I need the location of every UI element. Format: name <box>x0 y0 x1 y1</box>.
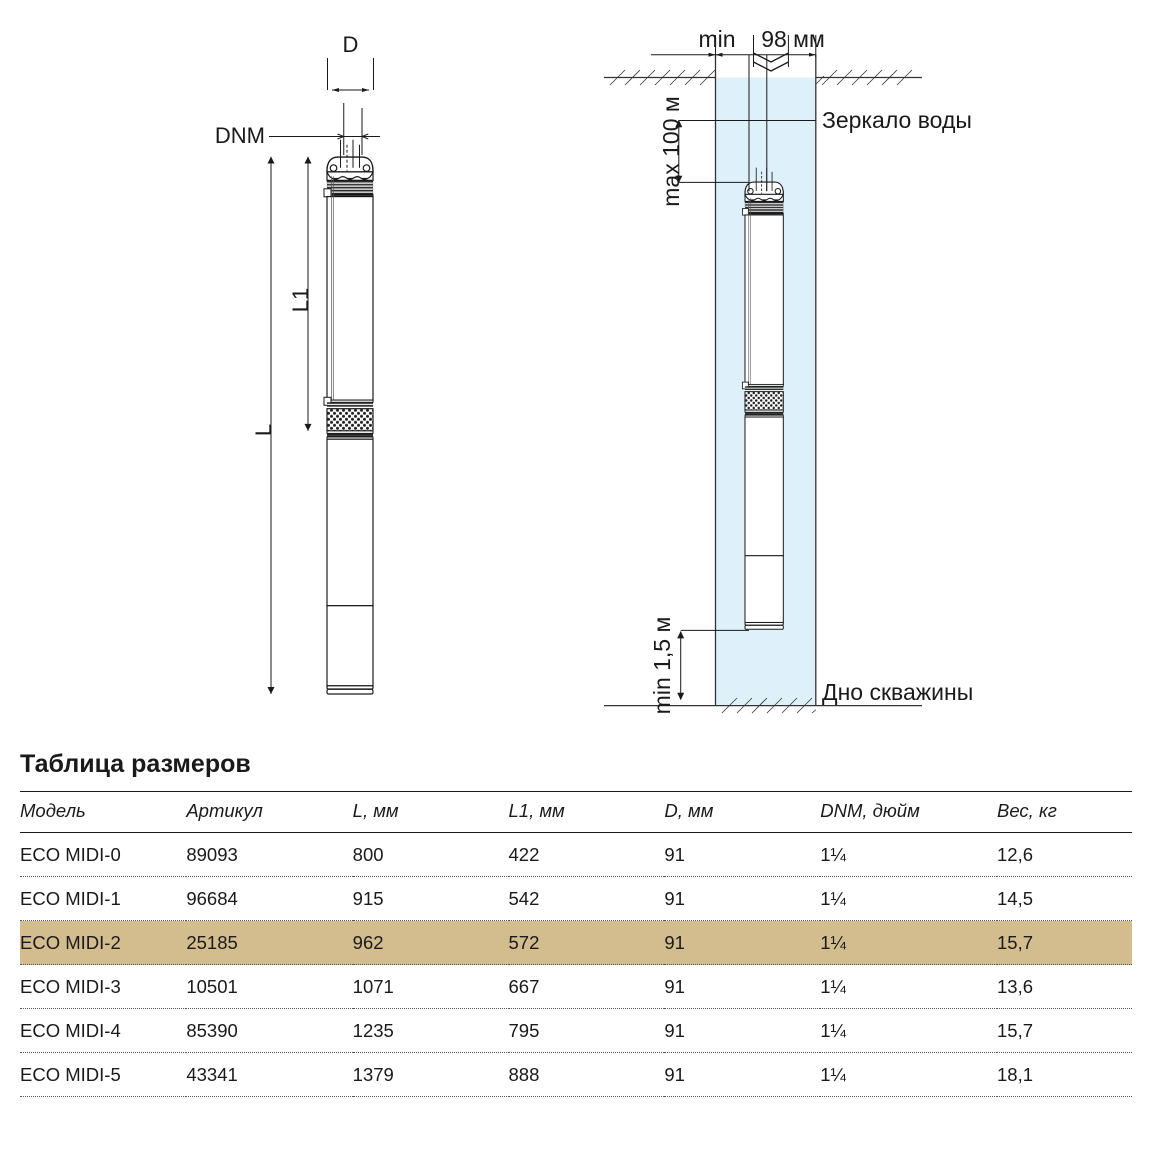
svg-text:min 1,5 м: min 1,5 м <box>649 617 675 715</box>
svg-text:L1: L1 <box>288 288 313 312</box>
svg-text:Дно скважины: Дно скважины <box>822 679 973 705</box>
svg-text:Зеркало воды: Зеркало воды <box>822 107 972 133</box>
svg-text:D: D <box>343 32 359 57</box>
svg-text:DNM: DNM <box>215 123 265 148</box>
svg-text:L: L <box>251 424 276 436</box>
svg-text:98 мм: 98 мм <box>761 26 825 52</box>
svg-text:max 100 м: max 100 м <box>658 96 684 206</box>
svg-text:min: min <box>698 26 735 52</box>
